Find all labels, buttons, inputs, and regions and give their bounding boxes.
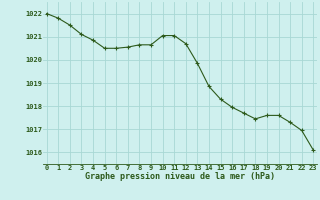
X-axis label: Graphe pression niveau de la mer (hPa): Graphe pression niveau de la mer (hPa) xyxy=(85,172,275,181)
